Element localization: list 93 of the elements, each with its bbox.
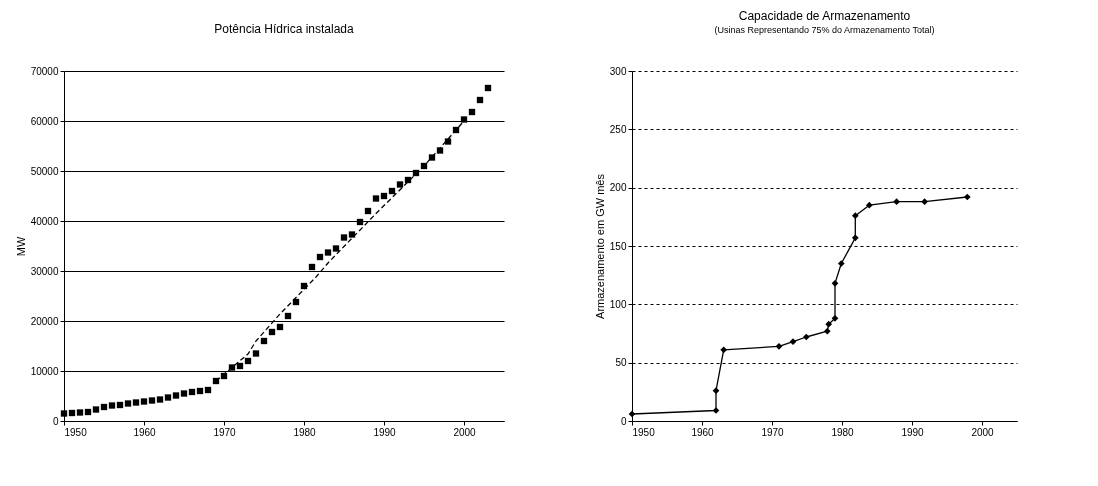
y-tick-label: 50	[615, 357, 627, 369]
x-tick-label: 1980	[831, 426, 855, 438]
point	[188, 388, 196, 396]
point	[893, 198, 900, 206]
x-tick-label: 1960	[691, 426, 715, 438]
point	[308, 263, 316, 271]
point	[851, 234, 859, 242]
point	[332, 245, 340, 252]
point	[276, 323, 284, 331]
point	[116, 401, 124, 409]
y-tick-label: 150	[609, 240, 627, 252]
point	[468, 108, 476, 116]
point	[108, 402, 116, 409]
chart-title: Capacidade de Armazenamento	[738, 9, 911, 23]
point	[148, 397, 156, 404]
point	[252, 350, 260, 357]
y-tick-label: 100	[609, 298, 627, 310]
point	[388, 187, 396, 195]
point	[837, 260, 845, 267]
y-tick-label: 300	[609, 65, 627, 77]
point	[124, 400, 132, 407]
point	[140, 398, 148, 405]
point	[244, 357, 252, 365]
y-axis-title: Armazenamento em GW mês	[593, 173, 606, 319]
point	[372, 195, 380, 202]
y-tick-label: 40000	[30, 215, 59, 227]
point	[823, 327, 831, 335]
y-tick-label: 20000	[30, 315, 59, 327]
point	[268, 328, 276, 336]
point	[476, 96, 484, 104]
y-tick-label: 250	[609, 123, 627, 135]
x-tick-label: 2000	[971, 426, 995, 438]
point	[484, 84, 492, 92]
x-tick-label: 1960	[133, 426, 157, 438]
point	[348, 231, 356, 238]
point	[196, 387, 204, 395]
point	[324, 249, 332, 256]
point	[720, 346, 728, 354]
point	[164, 394, 172, 401]
x-tick-label: 1970	[213, 426, 237, 438]
point	[92, 406, 100, 413]
y-tick-label: 50000	[30, 165, 59, 177]
y-tick-label: 200	[609, 182, 627, 194]
point	[921, 198, 928, 206]
point	[284, 312, 292, 320]
point	[444, 138, 452, 145]
point	[851, 212, 859, 220]
point	[316, 253, 324, 261]
point	[628, 410, 636, 418]
point	[156, 396, 164, 403]
point	[831, 279, 839, 287]
point	[132, 399, 140, 406]
point	[60, 410, 68, 417]
point	[356, 218, 364, 226]
y-tick-label: 0	[620, 415, 627, 427]
point	[396, 181, 404, 188]
chart-subtitle: (Usinas Representando 75% do Armazenamento Total)	[714, 25, 935, 35]
point	[68, 409, 76, 417]
y-tick-label: 70000	[30, 65, 59, 77]
x-tick-label: 1980	[293, 426, 317, 438]
point	[260, 337, 268, 345]
point	[172, 392, 180, 399]
point	[364, 207, 372, 215]
point	[100, 403, 108, 411]
x-tick-label: 1970	[761, 426, 785, 438]
y-axis-title: MW	[14, 236, 27, 257]
point	[340, 234, 348, 241]
x-tick-label: 2000	[453, 426, 477, 438]
x-tick-label: 1950	[632, 426, 656, 438]
point	[180, 390, 188, 397]
point	[380, 192, 388, 200]
point	[825, 320, 833, 328]
point	[802, 333, 810, 341]
point	[460, 116, 468, 123]
chart-title: Potência Hídrica instalada	[214, 22, 355, 36]
point	[712, 387, 720, 395]
point	[84, 408, 92, 416]
x-tick-label: 1990	[373, 426, 397, 438]
point	[436, 147, 444, 154]
x-tick-label: 1950	[64, 426, 88, 438]
point	[228, 364, 236, 371]
y-tick-label: 60000	[30, 115, 59, 127]
y-tick-label: 10000	[30, 365, 59, 377]
point	[76, 409, 84, 416]
x-tick-label: 1990	[901, 426, 925, 438]
point	[204, 386, 212, 394]
y-tick-label: 0	[52, 415, 59, 427]
point	[775, 342, 783, 350]
point	[963, 193, 971, 201]
point	[789, 338, 797, 346]
point	[865, 201, 873, 209]
y-tick-label: 30000	[30, 265, 59, 277]
point	[831, 314, 839, 322]
